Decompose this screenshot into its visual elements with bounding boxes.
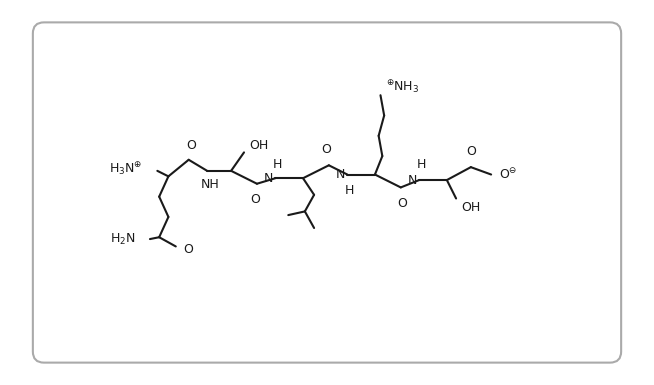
Text: O: O [398,197,407,210]
Text: O: O [466,145,475,158]
Text: NH: NH [201,178,219,191]
Text: OH: OH [250,139,269,152]
Text: O: O [250,193,260,206]
Text: O$^{\ominus}$: O$^{\ominus}$ [498,167,517,182]
Text: H$_3$N$^{\oplus}$: H$_3$N$^{\oplus}$ [109,161,143,177]
Text: O: O [183,243,193,256]
Text: H: H [417,158,426,171]
Text: H: H [273,158,282,171]
Text: N: N [264,172,273,185]
FancyBboxPatch shape [33,22,621,363]
Text: O: O [186,139,196,152]
Text: $^{\oplus}$NH$_3$: $^{\oplus}$NH$_3$ [386,79,419,96]
Text: N: N [336,168,345,181]
Text: H: H [345,184,354,197]
Text: H$_2$N: H$_2$N [110,231,135,247]
Text: N: N [408,174,417,187]
Text: O: O [321,143,331,156]
Text: OH: OH [462,201,481,214]
